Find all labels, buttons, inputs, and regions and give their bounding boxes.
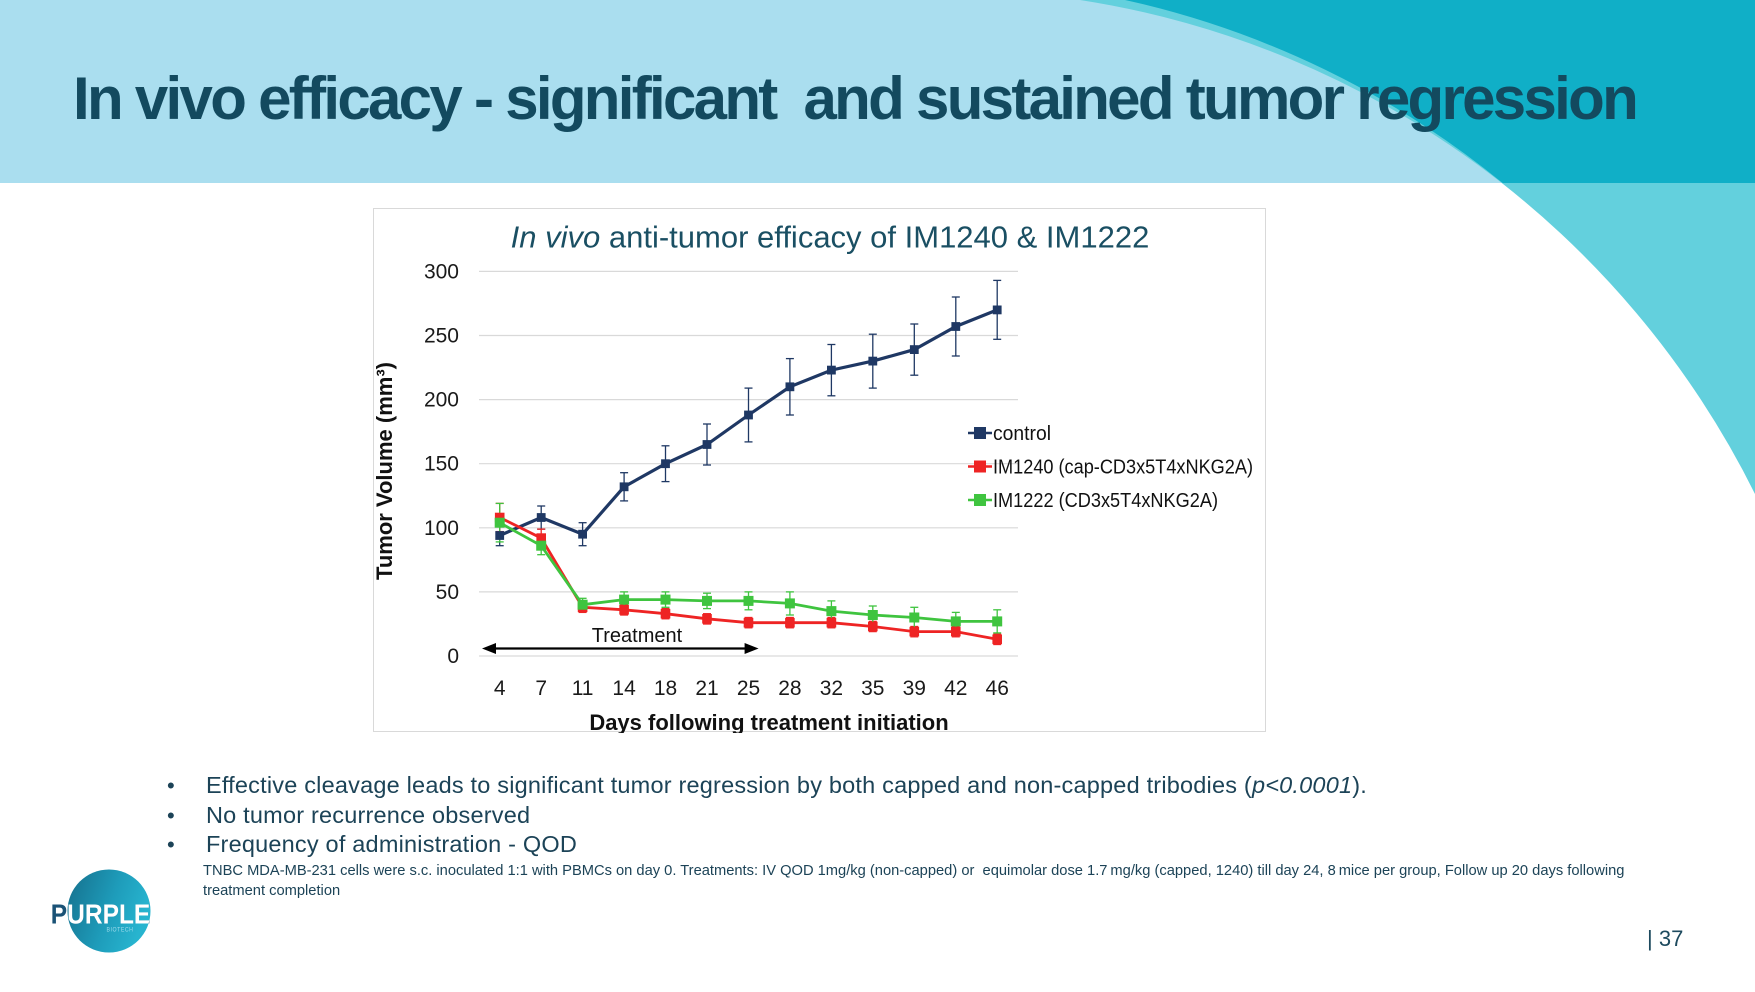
svg-text:21: 21	[695, 677, 718, 700]
svg-text:35: 35	[861, 677, 884, 700]
svg-text:32: 32	[820, 677, 843, 700]
svg-text:42: 42	[944, 677, 967, 700]
svg-text:PURPLE: PURPLE	[51, 899, 151, 930]
svg-text:0: 0	[447, 645, 459, 668]
svg-text:PURPLE: PURPLE	[51, 899, 151, 930]
svg-text:14: 14	[612, 677, 636, 700]
svg-text:300: 300	[424, 260, 459, 283]
svg-text:25: 25	[737, 677, 760, 700]
svg-text:11: 11	[572, 677, 594, 700]
svg-text:7: 7	[535, 677, 547, 700]
svg-text:BIOTECH: BIOTECH	[107, 927, 134, 934]
svg-text:150: 150	[424, 453, 459, 476]
svg-text:4: 4	[494, 677, 506, 700]
svg-text:100: 100	[424, 517, 459, 540]
svg-text:Treatment: Treatment	[592, 625, 683, 647]
svg-text:39: 39	[903, 677, 926, 700]
svg-text:50: 50	[436, 581, 459, 604]
svg-text:IM1240 (cap-CD3x5T4xNKG2A): IM1240 (cap-CD3x5T4xNKG2A)	[993, 456, 1253, 479]
svg-text:Tumor Volume (mm³): Tumor Volume (mm³)	[374, 362, 397, 580]
svg-text:250: 250	[424, 325, 459, 348]
svg-text:Days following treatment initi: Days following treatment initiation	[589, 710, 948, 733]
svg-text:46: 46	[986, 677, 1009, 700]
svg-text:28: 28	[778, 677, 801, 700]
svg-text:In vivo anti-tumor efficacy of: In vivo anti-tumor efficacy of IM1240 & …	[511, 220, 1150, 255]
svg-text:18: 18	[654, 677, 677, 700]
svg-text:IM1222 (CD3x5T4xNKG2A): IM1222 (CD3x5T4xNKG2A)	[993, 489, 1218, 512]
svg-text:control: control	[993, 422, 1051, 445]
svg-text:200: 200	[424, 389, 459, 412]
